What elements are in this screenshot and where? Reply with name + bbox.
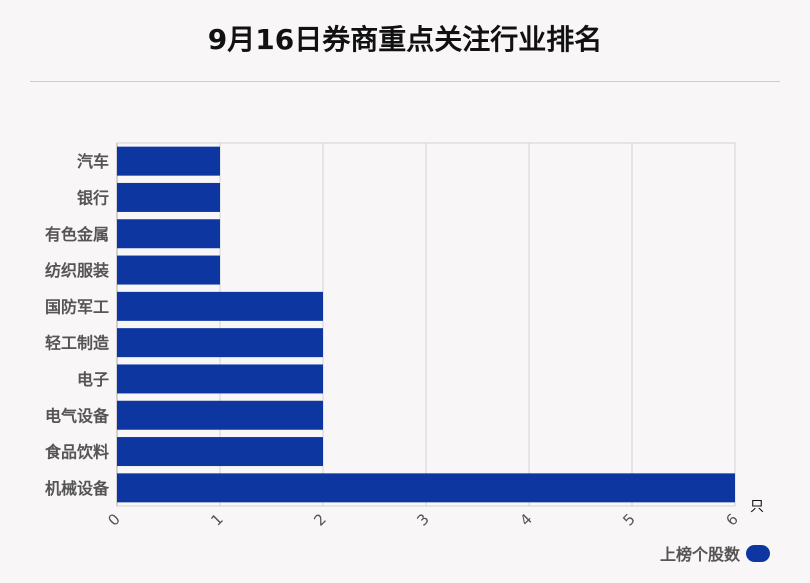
x-tick-label: 3 — [413, 510, 432, 529]
bars — [117, 146, 735, 503]
legend-label: 上榜个股数 — [659, 545, 740, 564]
bar[interactable] — [117, 364, 323, 394]
bar[interactable] — [117, 255, 220, 285]
x-tick-label: 5 — [619, 510, 638, 529]
bar[interactable] — [117, 219, 220, 249]
category-label: 国防军工 — [45, 297, 109, 316]
category-label: 电气设备 — [45, 406, 110, 425]
bar[interactable] — [117, 328, 323, 358]
category-label: 轻工制造 — [45, 334, 110, 353]
title-divider — [30, 81, 780, 82]
bar[interactable] — [117, 146, 220, 176]
chart-title: 9月16日券商重点关注行业排名 — [207, 23, 603, 56]
x-tick-label: 4 — [516, 510, 535, 529]
category-label: 食品饮料 — [44, 443, 109, 462]
category-label: 机械设备 — [45, 479, 110, 498]
category-label: 电子 — [77, 370, 109, 389]
x-tick-label: 6 — [722, 510, 741, 529]
x-axis-unit: 只 — [750, 499, 764, 515]
bar[interactable] — [117, 473, 735, 503]
bar[interactable] — [117, 182, 220, 212]
category-label: 纺织服装 — [45, 261, 109, 280]
bar[interactable] — [117, 291, 323, 321]
legend-swatch — [746, 544, 770, 562]
bar[interactable] — [117, 400, 323, 430]
x-tick-label: 0 — [104, 510, 123, 529]
x-tick-label: 2 — [310, 510, 329, 529]
category-label: 汽车 — [77, 152, 109, 171]
legend[interactable]: 上榜个股数 — [660, 541, 770, 565]
bar[interactable] — [117, 437, 323, 467]
category-label: 银行 — [77, 188, 109, 207]
x-tick-labels: 0 1 2 3 4 5 6 — [104, 510, 741, 529]
x-tick-label: 1 — [207, 510, 226, 529]
category-label: 有色金属 — [45, 225, 109, 244]
